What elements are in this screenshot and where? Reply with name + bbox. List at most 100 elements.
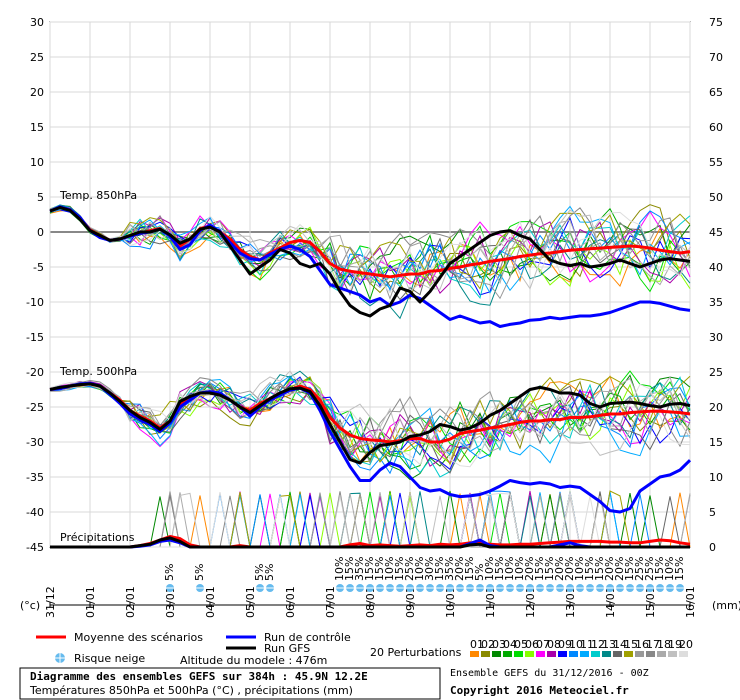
x-tick-label: 04/01 [204,586,217,618]
y-tick-left: -30 [26,436,44,449]
title-box [19,667,441,700]
snow-risk-marker: 15% [463,557,476,592]
snow-risk-label: 20% [563,557,576,581]
y-tick-left: -35 [26,471,44,484]
y-tick-right: 35 [709,296,723,309]
y-tick-right: 60 [709,121,723,134]
chart-axes: 302520151050-5-10-15-20-25-30-35-40-4575… [26,16,723,618]
y-tick-right: 0 [709,541,716,554]
y-tick-left: -25 [26,401,44,414]
y-tick-left: 0 [37,226,44,239]
perturbation-line [49,377,691,453]
snow-risk-label: 15% [653,557,666,581]
x-tick-label: 31/12 [44,586,57,618]
gfs-run-line-t500 [49,382,691,465]
perturbation-number: 10 [569,638,583,651]
y-tick-left: 5 [37,191,44,204]
snow-risk-label: 10% [333,557,346,581]
perturbation-swatch [591,651,600,657]
y-tick-left: -20 [26,366,44,379]
perturbation-number: 19 [668,638,682,651]
snow-risk-marker: 15% [543,557,556,592]
snow-risk-marker: 10% [483,557,496,592]
perturbation-swatch [514,651,523,657]
snow-risk-label: 20% [553,557,566,581]
perturbation-swatch [558,651,567,657]
y-tick-right: 45 [709,226,723,239]
snow-risk-marker: 15% [583,557,596,592]
snow-risk-label: 15% [373,557,386,581]
perturbation-line [49,370,691,456]
snow-risk-marker: 15% [393,557,406,592]
y-tick-right: 75 [709,16,723,29]
snow-risk-label: 25% [403,557,416,581]
perturbation-swatch [470,651,479,657]
y-tick-right: 30 [709,331,723,344]
right-unit-label: (mm) [712,599,740,612]
y-tick-left: 15 [30,121,44,134]
perturbation-swatch [646,651,655,657]
perturbation-line [49,205,691,294]
snow-risk-marker: 15% [343,557,356,592]
snow-risk-label: 10% [663,557,676,581]
x-tick-label: 13/01 [564,586,577,618]
snow-risk-label: 25% [633,557,646,581]
x-tick-label: 10/01 [444,586,457,618]
control-run-line-t500 [49,381,692,514]
snow-risk-label: 35% [353,557,366,581]
snow-risk-label: 15% [343,557,356,581]
y-tick-right: 50 [709,191,723,204]
snow-risk-marker: 5% [193,564,206,592]
y-tick-right: 5 [709,506,716,519]
t850-panel-label: Temp. 850hPa [59,189,137,202]
snow-risk-marker: 15% [493,557,506,592]
snow-risk-marker: 15% [433,557,446,592]
perturbation-line [49,204,691,320]
snow-risk-label: 20% [453,557,466,581]
run-info: Ensemble GEFS du 31/12/2016 - 00Z [450,668,649,679]
perturbation-number: 06 [525,638,539,651]
snow-risk-label: 15% [593,557,606,581]
snow-risk-label: 10% [383,557,396,581]
perturbation-swatch [613,651,622,657]
perturbation-line [49,377,691,465]
y-tick-right: 70 [709,51,723,64]
snow-risk-marker: 20% [563,557,576,592]
snow-risk-marker: 15% [533,557,546,592]
perturbation-swatch [503,651,512,657]
snow-risk-marker: 15% [673,557,686,592]
y-tick-right: 10 [709,471,723,484]
x-tick-label: 09/01 [404,586,417,618]
x-tick-label: 14/01 [604,586,617,618]
perturbation-swatch [569,651,578,657]
snow-risk-label: 15% [363,557,376,581]
snow-risk-marker: 5% [253,564,266,592]
perturbation-swatch [679,651,688,657]
perturbation-swatch [547,651,556,657]
snow-risk-label: 20% [603,557,616,581]
snow-risk-marker: 15% [623,557,636,592]
snow-risk-label: 15% [493,557,506,581]
snowflake-icon [54,652,66,664]
snow-risk-marker: 25% [633,557,646,592]
legend-gfs-label: Run GFS [264,642,310,655]
snow-risk-marker: 15% [363,557,376,592]
perturbation-line [49,380,691,464]
perturbation-swatch [525,651,534,657]
y-tick-left: 10 [30,156,44,169]
snow-risk-label: 10% [573,557,586,581]
snow-risk-marker: 20% [553,557,566,592]
perturbation-number: 07 [536,638,550,651]
x-tick-label: 01/01 [84,586,97,618]
perturbation-swatch [624,651,633,657]
x-tick-label: 11/01 [484,586,497,618]
x-tick-label: 16/01 [684,586,697,618]
perturbation-swatch [536,651,545,657]
y-tick-left: -10 [26,296,44,309]
perturbation-swatch [492,651,501,657]
snow-risk-label: 5% [473,564,486,581]
snow-risk-marker: 10% [573,557,586,592]
precip-panel-label: Précipitations [60,531,135,544]
perturbation-line [49,206,691,301]
